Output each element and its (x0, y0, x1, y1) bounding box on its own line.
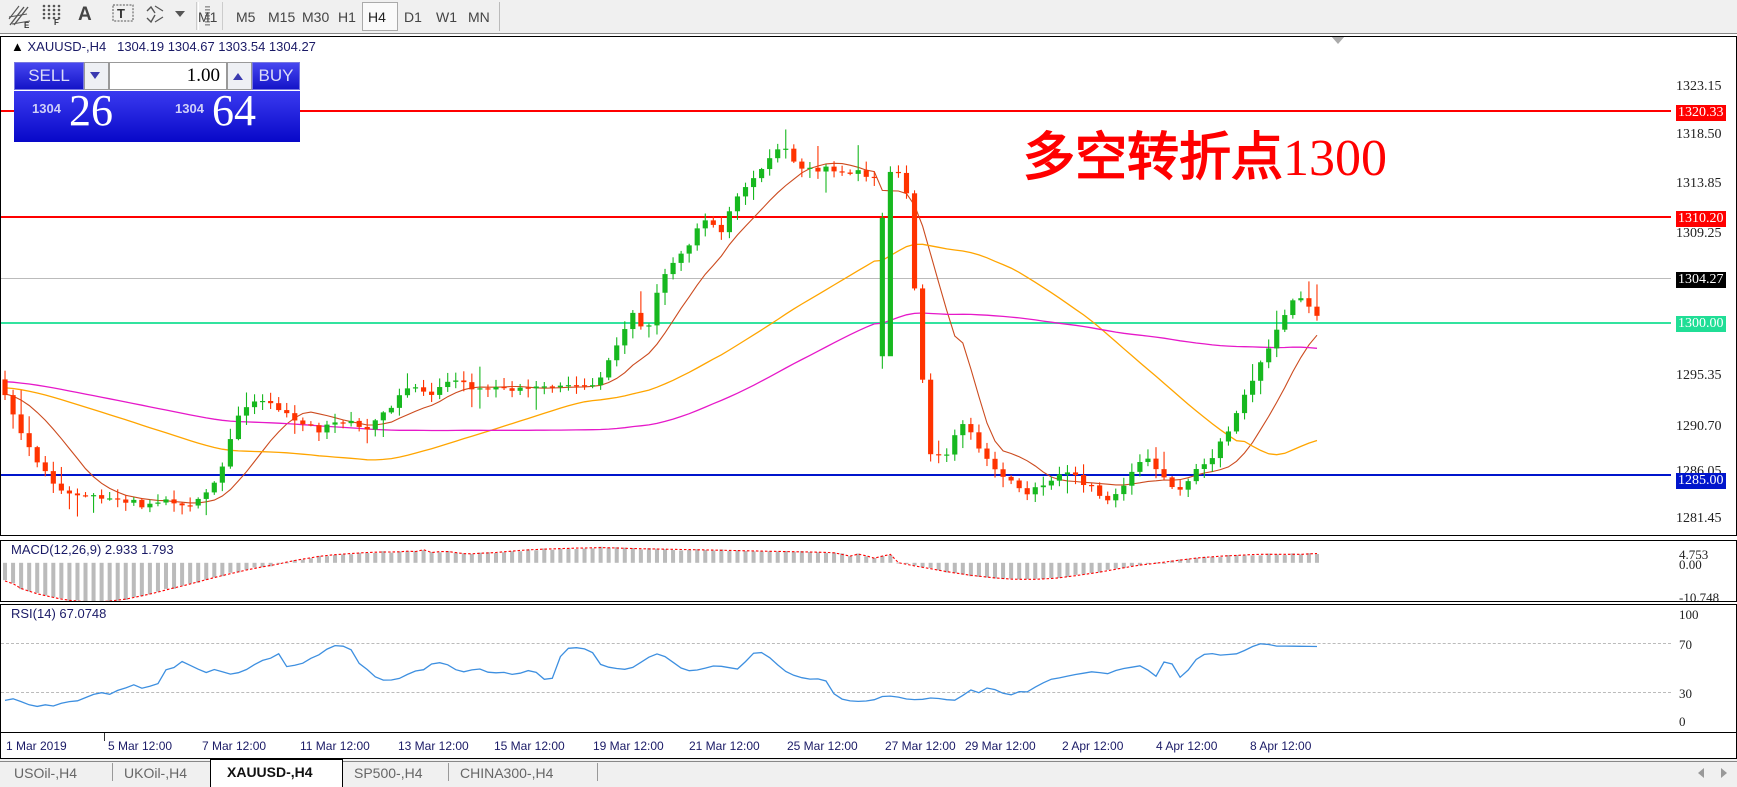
svg-text:T: T (117, 6, 125, 21)
svg-text:F: F (54, 18, 59, 26)
svg-text:E: E (24, 21, 30, 29)
